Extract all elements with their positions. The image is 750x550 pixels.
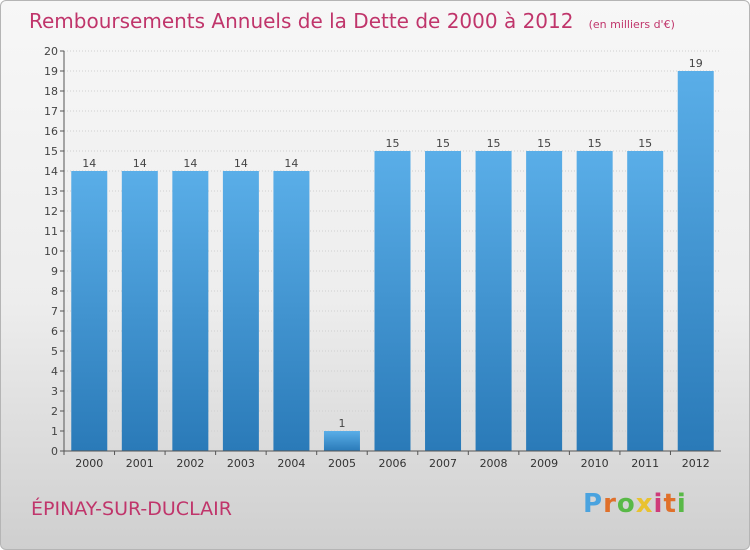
x-tick-label: 2006 [379, 457, 407, 470]
bar-2010 [576, 151, 613, 451]
x-tick-label: 2002 [176, 457, 204, 470]
unit-label: (en milliers d'€) [588, 18, 675, 31]
bar-2008 [475, 151, 512, 451]
x-tick-label: 2007 [429, 457, 457, 470]
y-tick-label: 2 [51, 405, 58, 418]
data-label: 15 [638, 137, 652, 150]
data-label: 19 [689, 57, 703, 70]
y-tick-label: 13 [44, 185, 58, 198]
y-tick-label: 7 [51, 305, 58, 318]
y-tick-label: 14 [44, 165, 58, 178]
data-label: 14 [234, 157, 248, 170]
y-tick-label: 8 [51, 285, 58, 298]
title-text: Remboursements Annuels de la Dette de 20… [29, 9, 574, 33]
bar-2009 [526, 151, 563, 451]
bar-2002 [172, 171, 209, 451]
data-label: 14 [133, 157, 147, 170]
bar-2007 [425, 151, 462, 451]
bar-2003 [222, 171, 259, 451]
y-tick-label: 19 [44, 65, 58, 78]
data-label: 14 [82, 157, 96, 170]
y-tick-label: 18 [44, 85, 58, 98]
y-tick-label: 20 [44, 45, 58, 58]
y-tick-label: 9 [51, 265, 58, 278]
y-tick-label: 3 [51, 385, 58, 398]
y-tick-label: 16 [44, 125, 58, 138]
x-tick-label: 2000 [75, 457, 103, 470]
y-tick-label: 11 [44, 225, 58, 238]
x-tick-label: 2010 [581, 457, 609, 470]
commune-name: ÉPINAY-SUR-DUCLAIR [31, 498, 232, 520]
x-tick-label: 2009 [530, 457, 558, 470]
proxiti-logo: Proxiti [583, 489, 687, 519]
data-label: 1 [338, 417, 345, 430]
bar-2011 [627, 151, 664, 451]
y-tick-label: 6 [51, 325, 58, 338]
y-tick-label: 10 [44, 245, 58, 258]
bar-2001 [121, 171, 158, 451]
x-tick-label: 2004 [277, 457, 305, 470]
y-tick-label: 15 [44, 145, 58, 158]
y-tick-label: 4 [51, 365, 58, 378]
data-label: 15 [588, 137, 602, 150]
x-tick-label: 2001 [126, 457, 154, 470]
y-tick-label: 12 [44, 205, 58, 218]
data-label: 14 [284, 157, 298, 170]
x-axis: 2000 2001 2002 2003 2004 2005 2006 2007 2008 2009… [63, 450, 721, 470]
data-label: 15 [386, 137, 400, 150]
y-tick-label: 17 [44, 105, 58, 118]
bar-2012 [677, 71, 714, 451]
x-tick-label: 2012 [682, 457, 710, 470]
data-label: 14 [183, 157, 197, 170]
y-tick-label: 1 [51, 425, 58, 438]
data-label: 15 [436, 137, 450, 150]
bar-2006 [374, 151, 411, 451]
bar-2005 [323, 431, 360, 451]
y-tick-label: 0 [51, 445, 58, 458]
bars: 14 14 14 14 14 1 15 15 15 15 15 15 19 [71, 57, 714, 451]
x-tick-label: 2003 [227, 457, 255, 470]
y-tick-label: 5 [51, 345, 58, 358]
x-tick-label: 2008 [480, 457, 508, 470]
bar-2000 [71, 171, 108, 451]
data-label: 15 [537, 137, 551, 150]
x-tick-label: 2011 [631, 457, 659, 470]
data-label: 15 [487, 137, 501, 150]
chart-title: Remboursements Annuels de la Dette de 20… [29, 9, 675, 33]
x-tick-label: 2005 [328, 457, 356, 470]
bar-2004 [273, 171, 310, 451]
